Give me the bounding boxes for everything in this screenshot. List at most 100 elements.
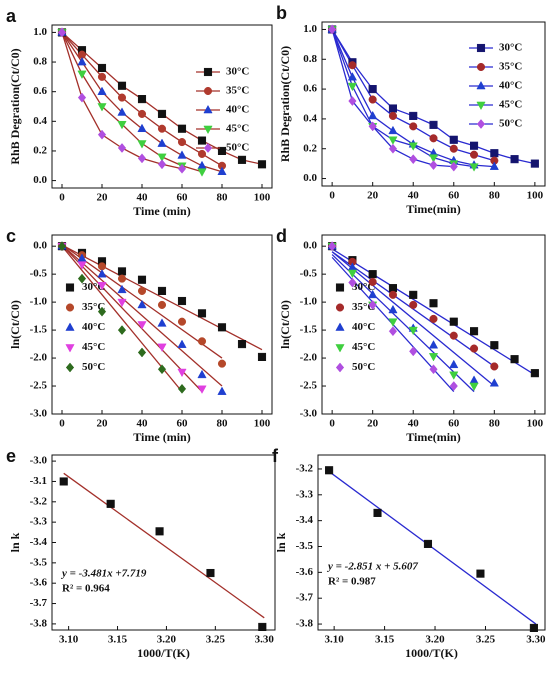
point <box>197 136 207 145</box>
point <box>530 369 539 378</box>
y-tick-label: -3.2 <box>30 495 48 507</box>
point <box>449 359 459 369</box>
point <box>429 134 438 143</box>
point <box>157 286 167 295</box>
point <box>469 150 479 159</box>
point <box>157 138 167 147</box>
x-tick-label: 3.25 <box>206 634 226 646</box>
point <box>476 569 485 578</box>
point <box>469 375 479 384</box>
y-tick-label: -3.5 <box>296 540 314 552</box>
point <box>258 622 267 631</box>
y-tick-label: -2.0 <box>300 352 318 364</box>
legend-label: 40°C <box>82 321 105 333</box>
x-tick-label: 3.25 <box>476 634 496 646</box>
point <box>409 154 418 165</box>
point <box>408 142 418 151</box>
point <box>77 273 87 284</box>
point <box>97 282 107 291</box>
x-axis-label: 1000/T(K) <box>137 646 190 660</box>
point <box>197 385 207 394</box>
point <box>97 72 107 81</box>
point <box>388 125 398 135</box>
point <box>117 120 127 130</box>
y-tick-label: 0.0 <box>303 172 317 184</box>
x-tick-label: 80 <box>489 418 501 430</box>
y-axis-label: ln(Ct/C0) <box>278 300 292 349</box>
fit-line <box>61 244 203 393</box>
point <box>137 123 147 133</box>
point <box>510 155 519 164</box>
point <box>237 340 247 349</box>
legend-label: 45°C <box>226 123 249 135</box>
point <box>348 277 357 288</box>
point <box>137 286 147 295</box>
point <box>155 527 164 536</box>
x-tick-label: 100 <box>527 418 544 430</box>
point <box>409 346 418 357</box>
point <box>529 623 538 632</box>
panel-label: e <box>6 446 16 466</box>
point <box>177 124 187 133</box>
point <box>347 82 358 92</box>
plot-frame <box>51 454 276 631</box>
legend-label: 35°C <box>226 85 249 97</box>
annotation: R² = 0.964 <box>62 583 110 595</box>
x-tick-label: 20 <box>367 190 379 202</box>
legend-marker <box>476 80 486 90</box>
y-tick-label: -3.4 <box>296 514 314 526</box>
x-tick-label: 3.20 <box>157 634 177 646</box>
x-tick-label: 0 <box>329 418 335 430</box>
point <box>429 299 438 308</box>
y-tick-label: 0.0 <box>33 240 47 252</box>
point <box>157 109 167 118</box>
point <box>469 344 479 353</box>
y-tick-label: -3.1 <box>30 475 47 487</box>
point <box>469 141 479 150</box>
x-axis-label: 1000/T(K) <box>405 646 458 660</box>
point <box>388 284 398 293</box>
plot-frame <box>321 21 546 187</box>
legend-marker <box>65 303 75 312</box>
point <box>197 160 207 170</box>
point <box>257 352 267 361</box>
point <box>157 318 167 327</box>
fit-line <box>328 471 537 625</box>
point <box>328 241 337 252</box>
point <box>177 163 187 174</box>
x-tick-label: 100 <box>254 418 271 430</box>
point <box>137 299 147 309</box>
point <box>137 347 147 358</box>
y-tick-label: -3.0 <box>30 408 48 420</box>
point <box>97 86 107 95</box>
y-tick-label: 0.6 <box>33 85 47 97</box>
fit-line <box>331 251 495 367</box>
point <box>449 161 458 172</box>
point <box>157 124 167 133</box>
x-tick-label: 40 <box>408 418 420 430</box>
x-tick-label: 100 <box>527 190 544 202</box>
y-tick-label: -2.5 <box>30 380 48 392</box>
legend-label: 30°C <box>226 66 249 78</box>
point <box>409 111 418 120</box>
point <box>137 153 147 164</box>
point <box>77 56 87 66</box>
legend-marker <box>335 303 345 312</box>
point <box>117 93 127 102</box>
y-tick-label: -3.4 <box>30 536 48 548</box>
point <box>117 107 127 116</box>
x-tick-label: 3.15 <box>108 634 128 646</box>
y-tick-label: -1.5 <box>30 324 48 336</box>
x-tick-label: 80 <box>217 418 229 430</box>
point <box>137 321 147 330</box>
point <box>348 96 357 106</box>
point <box>368 299 377 310</box>
point <box>388 290 398 299</box>
y-axis-label: ln k <box>274 532 288 552</box>
point <box>348 61 357 70</box>
point <box>117 274 127 283</box>
point <box>408 326 418 336</box>
y-tick-label: -0.5 <box>300 268 318 280</box>
x-tick-label: 20 <box>97 192 109 204</box>
point <box>409 290 418 299</box>
